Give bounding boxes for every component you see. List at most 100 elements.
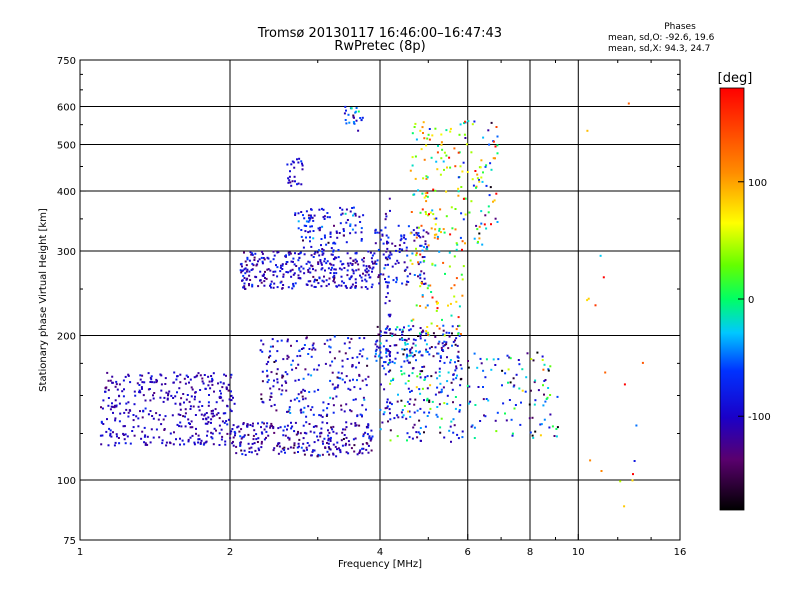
- data-point: [260, 256, 263, 259]
- data-point: [419, 376, 422, 379]
- data-point: [297, 227, 300, 230]
- data-point: [454, 343, 457, 346]
- data-point: [421, 370, 424, 373]
- data-point: [339, 206, 342, 209]
- data-point: [309, 236, 311, 239]
- data-point: [475, 224, 478, 227]
- data-point: [230, 399, 233, 402]
- data-point: [385, 339, 388, 342]
- data-point: [455, 242, 458, 245]
- data-point: [348, 443, 351, 446]
- data-point: [411, 346, 414, 349]
- data-point: [421, 126, 424, 129]
- data-point: [371, 283, 374, 286]
- data-point: [323, 342, 326, 345]
- data-point: [476, 177, 479, 180]
- data-point: [446, 166, 448, 169]
- data-point: [172, 397, 175, 399]
- data-point: [366, 426, 368, 429]
- data-point: [451, 332, 453, 335]
- data-point: [468, 385, 471, 388]
- data-point: [333, 387, 336, 390]
- data-point: [141, 430, 144, 433]
- data-point: [388, 197, 391, 200]
- data-point: [347, 113, 350, 116]
- data-point: [354, 212, 357, 215]
- data-point: [257, 447, 260, 450]
- data-point: [354, 258, 357, 261]
- data-point: [395, 276, 398, 279]
- data-point: [501, 369, 504, 372]
- data-point: [496, 152, 499, 155]
- data-point: [632, 473, 634, 476]
- data-point: [380, 383, 382, 386]
- data-point: [184, 415, 186, 418]
- data-point: [304, 397, 307, 400]
- data-point: [218, 417, 221, 420]
- data-point: [449, 425, 452, 428]
- data-point: [431, 296, 434, 299]
- data-point: [385, 355, 388, 358]
- data-point: [425, 177, 428, 180]
- data-point: [387, 363, 390, 366]
- data-point: [406, 343, 409, 345]
- data-point: [492, 358, 495, 361]
- data-point: [165, 444, 168, 447]
- data-point: [263, 428, 266, 431]
- data-point: [261, 262, 264, 265]
- data-point: [309, 280, 312, 283]
- data-point: [116, 388, 119, 391]
- data-point: [325, 243, 328, 246]
- data-point: [100, 443, 103, 446]
- data-point: [276, 350, 279, 353]
- data-point: [270, 392, 273, 395]
- data-point: [295, 433, 298, 436]
- data-point: [425, 343, 428, 346]
- data-point: [445, 341, 448, 344]
- data-point: [229, 376, 232, 379]
- data-point: [252, 434, 255, 437]
- data-point: [441, 342, 444, 345]
- data-point: [419, 427, 422, 429]
- data-point: [300, 160, 303, 163]
- data-point: [310, 264, 313, 267]
- data-point: [227, 389, 230, 392]
- data-point: [464, 197, 467, 200]
- data-point: [455, 337, 458, 340]
- data-point: [425, 330, 428, 333]
- data-point: [521, 389, 524, 392]
- data-point: [202, 382, 205, 385]
- data-point: [267, 434, 270, 437]
- data-point: [349, 388, 352, 391]
- data-point: [553, 435, 556, 437]
- data-point: [307, 231, 310, 234]
- data-point: [432, 332, 435, 335]
- data-point: [272, 427, 275, 430]
- data-point: [272, 345, 274, 348]
- data-point: [454, 228, 457, 231]
- data-point: [188, 381, 190, 384]
- data-point: [345, 122, 348, 125]
- data-point: [108, 427, 111, 430]
- data-point: [335, 230, 338, 233]
- data-point: [417, 261, 419, 264]
- data-point: [438, 374, 441, 377]
- data-point: [294, 214, 297, 216]
- data-point: [219, 395, 222, 398]
- data-point: [352, 114, 355, 117]
- data-point: [357, 263, 360, 266]
- data-point: [360, 286, 363, 289]
- data-point: [279, 426, 282, 429]
- data-point: [269, 269, 272, 272]
- data-point: [281, 389, 284, 392]
- data-point: [454, 396, 457, 398]
- data-point: [328, 447, 331, 450]
- data-point: [403, 234, 406, 237]
- data-point: [301, 162, 303, 165]
- data-point: [435, 413, 438, 416]
- data-point: [392, 377, 395, 380]
- data-point: [252, 422, 254, 425]
- data-point: [198, 409, 201, 412]
- data-point: [342, 438, 345, 440]
- data-point: [423, 272, 426, 275]
